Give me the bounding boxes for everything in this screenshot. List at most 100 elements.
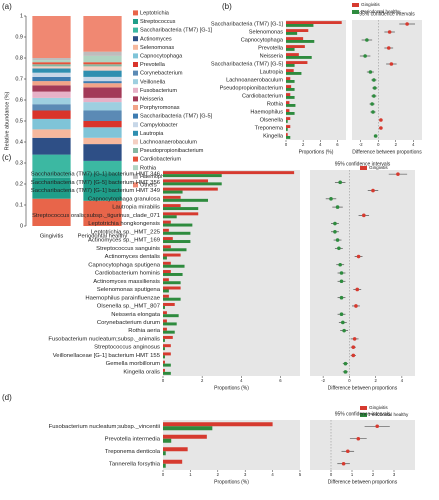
difference-point [386, 46, 391, 50]
category-label: Rothia [267, 101, 284, 107]
bar-segment [32, 97, 71, 105]
legend-swatch [133, 36, 138, 42]
legend-swatch [133, 165, 138, 171]
difference-point [335, 238, 340, 242]
legend-swatch [133, 122, 138, 128]
difference-point [372, 86, 377, 90]
proportion-bar [163, 174, 222, 178]
legend-swatch [133, 53, 138, 59]
proportion-bar [286, 133, 288, 136]
diff-background [352, 20, 422, 140]
category-label: Kingella oralis [123, 369, 160, 375]
category-label: Actinomyces dentalis [105, 254, 160, 260]
x-tick-label: 0 [162, 472, 165, 477]
legend-label: Veillonella [140, 79, 166, 85]
proportion-bar [163, 311, 167, 315]
bar-segment [83, 51, 122, 56]
proportion-bar [163, 322, 177, 326]
proportion-bar [163, 294, 169, 298]
bar-segment [83, 55, 122, 63]
bar-segment [83, 173, 122, 201]
proportion-bar [163, 459, 183, 464]
x-axis-label: Proportions (%) [214, 385, 249, 391]
legend-swatch [133, 173, 138, 179]
diff-tick-label: 1 [351, 472, 354, 477]
proportion-bar [163, 314, 179, 318]
difference-point [387, 30, 392, 34]
proportion-bar [163, 270, 171, 273]
y-tick-label: 0.4 [15, 139, 23, 145]
bar-segment [83, 137, 122, 145]
legend-swatch [133, 79, 138, 85]
bar-segment [83, 64, 122, 67]
legend-swatch [133, 96, 138, 102]
x-tick-label: 4 [240, 378, 243, 383]
diff-title: 95% confidence intervals [359, 11, 415, 17]
difference-point [368, 70, 373, 74]
proportion-bar [163, 352, 171, 356]
bar-segment [32, 104, 71, 111]
proportion-bar [286, 72, 302, 75]
proportion-bar [286, 32, 298, 35]
x-tick-label: 3 [244, 472, 247, 477]
category-label: Cardiobacterium hominis [95, 271, 160, 277]
legend-label: Gingivitis [369, 165, 388, 170]
category-label: Treponema [255, 125, 284, 131]
legend-label: Saccharibacteria (TM7) [G-1] [140, 28, 213, 34]
difference-point [396, 172, 400, 176]
difference-point [352, 337, 357, 341]
category-label: Fusobacterium nucleatum;subsp._vincentii [49, 424, 160, 430]
y-tick-label: 0.2 [15, 181, 23, 187]
legend-swatch [360, 413, 367, 417]
difference-point [339, 312, 344, 317]
category-label: Neisseria [260, 53, 284, 59]
diff-tick-label: -2 [359, 142, 363, 147]
x-tick-label: Gingivitis [40, 234, 64, 240]
legend-swatch [133, 105, 138, 110]
legend-swatch [133, 70, 138, 76]
proportion-bar [163, 368, 165, 372]
category-label: Selenomonas sputigena [97, 287, 161, 293]
bar-segment [83, 76, 122, 82]
legend-swatch [133, 27, 138, 33]
proportion-bar [163, 256, 167, 260]
difference-point [379, 126, 383, 130]
legend-label: Gingivitis [361, 2, 380, 7]
category-label: Rothia aeria [128, 328, 160, 334]
y-tick-label: 1 [20, 13, 23, 19]
proportion-bar [163, 187, 218, 191]
proportion-bar [163, 434, 207, 439]
x-tick-label: Periodontal healthy [78, 234, 128, 240]
difference-point [362, 213, 366, 218]
legend-label: Cardiobacterium [140, 157, 181, 163]
proportion-bar [163, 281, 181, 285]
difference-point [373, 134, 378, 138]
bar-segment [83, 16, 122, 52]
proportion-bar [163, 215, 177, 219]
proportion-bar [163, 305, 165, 309]
bar-segment [83, 127, 122, 138]
legend-label: Leptotrichia [140, 10, 170, 16]
proportion-bar [163, 338, 165, 342]
bar-segment [83, 66, 122, 71]
diff-axis-label: Difference between proportions [352, 149, 422, 155]
proportion-bar [163, 451, 166, 456]
bar-segment [83, 102, 122, 111]
bar-segment [32, 72, 71, 77]
legend-swatch [133, 156, 138, 162]
category-label: Saccharibacteria (TM7) [G-1] bacterium H… [31, 172, 161, 178]
legend-swatch [133, 10, 138, 16]
proportion-bar [286, 96, 295, 99]
proportion-bar [163, 198, 209, 202]
difference-point [337, 246, 341, 251]
bar-segment [83, 81, 122, 84]
difference-point [341, 320, 345, 325]
panel-label: (a) [2, 2, 12, 11]
category-label: Prevotella intermedia [105, 436, 161, 442]
proportion-bar [163, 330, 175, 334]
bar-segment [32, 66, 71, 69]
difference-point [333, 230, 337, 234]
proportion-bar [163, 179, 209, 183]
proportion-bar [163, 220, 171, 224]
